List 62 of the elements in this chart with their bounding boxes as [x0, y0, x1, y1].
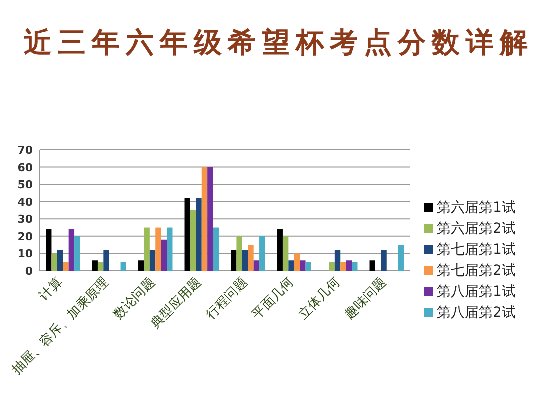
- x-tick-label: 平面几何: [250, 275, 298, 323]
- bar: [236, 236, 242, 271]
- x-tick-label: 立体几何: [295, 274, 344, 323]
- bar: [208, 167, 214, 271]
- legend-label: 第七届第1试: [437, 242, 516, 258]
- y-tick-label: 20: [18, 230, 34, 244]
- bar: [346, 260, 352, 271]
- bar: [352, 262, 358, 271]
- bar: [57, 250, 64, 271]
- legend-label: 第六届第1试: [437, 200, 516, 216]
- bar: [167, 228, 173, 271]
- bar: [150, 250, 156, 271]
- bar: [288, 260, 294, 271]
- bar: [248, 245, 254, 271]
- y-tick-label: 50: [18, 178, 34, 192]
- legend-label: 第八届第1试: [437, 284, 516, 300]
- x-tick-label: 计算: [36, 275, 66, 304]
- bar: [98, 262, 104, 271]
- bar: [398, 245, 404, 271]
- y-tick-label: 10: [18, 248, 34, 261]
- y-tick-label: 40: [18, 196, 34, 209]
- bar: [300, 260, 306, 271]
- bar: [282, 236, 289, 271]
- bar: [294, 254, 300, 271]
- bar: [202, 167, 208, 271]
- bar: [104, 250, 110, 271]
- bar: [254, 260, 260, 271]
- chart-title: 近三年六年级希望杯考点分数详解: [24, 26, 534, 59]
- bar: [370, 260, 376, 271]
- bar: [74, 236, 80, 271]
- bar: [68, 230, 75, 271]
- bar: [381, 250, 387, 271]
- bar: [277, 230, 283, 271]
- bar: [63, 262, 69, 271]
- bar: [138, 260, 144, 271]
- bar: [156, 228, 162, 271]
- y-tick-label: 70: [18, 144, 34, 157]
- bar: [190, 210, 196, 271]
- bar: [120, 262, 126, 271]
- y-tick-label: 60: [18, 161, 34, 174]
- legend-label: 第八届第2试: [437, 305, 516, 321]
- legend-label: 第七届第2试: [437, 263, 516, 279]
- y-tick-label: 0: [25, 265, 34, 278]
- bar: [329, 262, 335, 271]
- bar: [92, 260, 98, 271]
- bar: [184, 198, 190, 271]
- bar: [242, 250, 248, 271]
- legend-label: 第六届第2试: [437, 221, 516, 237]
- bar: [144, 228, 150, 271]
- bar: [306, 262, 312, 271]
- bar: [52, 254, 58, 271]
- bar: [213, 228, 219, 271]
- bar: [340, 262, 346, 271]
- x-tick-label: 趣味问题: [342, 275, 390, 323]
- y-tick-label: 30: [18, 213, 34, 226]
- bar: [46, 230, 52, 271]
- bar: [231, 250, 237, 271]
- bar: [260, 236, 266, 271]
- bar: [334, 250, 341, 271]
- bar: [196, 198, 202, 271]
- x-tick-label: 行程问题: [204, 275, 251, 323]
- bar: [161, 240, 168, 271]
